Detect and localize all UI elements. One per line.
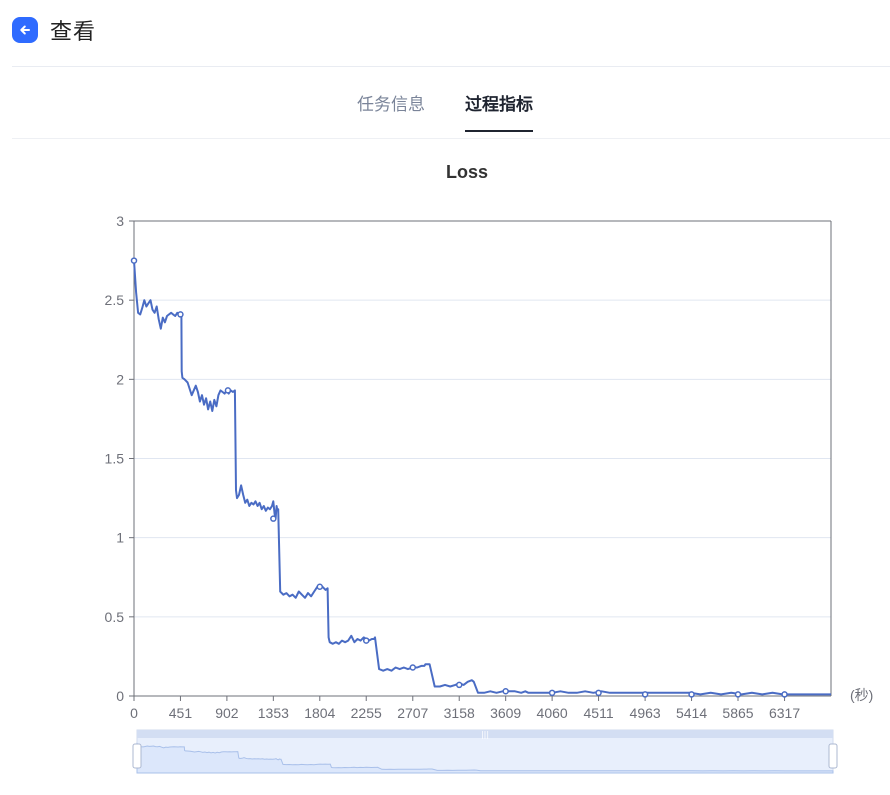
x-tick-label: 2707 xyxy=(397,705,428,721)
y-tick-label: 3 xyxy=(116,213,124,229)
x-tick-label: 3158 xyxy=(444,705,475,721)
y-tick-label: 0 xyxy=(116,688,124,704)
data-point xyxy=(316,583,324,590)
data-zoom-slider[interactable]: ||| xyxy=(132,729,838,774)
data-point xyxy=(781,691,788,698)
data-point xyxy=(362,637,370,644)
zoom-preview-area xyxy=(136,742,834,774)
data-point xyxy=(130,257,138,264)
data-point xyxy=(595,689,602,697)
x-tick-label: 1353 xyxy=(258,705,289,721)
x-tick-label: 1804 xyxy=(304,705,335,721)
x-tick-label: 2255 xyxy=(351,705,382,721)
data-point xyxy=(548,689,556,697)
tab-task-info[interactable]: 任务信息 xyxy=(357,95,425,114)
data-point xyxy=(641,691,649,698)
y-tick-label: 2 xyxy=(116,371,124,387)
chart-series xyxy=(130,257,831,698)
x-tick-label: 451 xyxy=(169,705,193,721)
data-point xyxy=(224,387,232,394)
data-point xyxy=(455,681,463,689)
x-tick-label: 6317 xyxy=(769,705,800,721)
data-point xyxy=(270,515,277,522)
loss-line xyxy=(133,260,831,696)
x-tick-label: 902 xyxy=(215,705,239,721)
x-tick-label: 5865 xyxy=(722,705,753,721)
x-tick-label: 3609 xyxy=(490,705,521,721)
y-tick-label: 0.5 xyxy=(105,609,125,625)
zoom-move-bar xyxy=(137,730,833,738)
data-point xyxy=(502,688,509,695)
header-divider xyxy=(12,66,890,67)
x-tick-label: 5414 xyxy=(676,705,707,721)
page-header: 查看 xyxy=(12,12,96,48)
y-tick-label: 2.5 xyxy=(105,292,125,308)
chart-axes: 0 0.5 1 1.5 2 2.5 3 0 451 902 1353 1804 2255 2707 3158… xyxy=(105,213,832,721)
back-arrow-icon[interactable] xyxy=(12,17,38,43)
tab-divider xyxy=(12,138,890,139)
data-point xyxy=(409,664,417,671)
x-tick-label: 4511 xyxy=(584,705,614,721)
x-axis-unit-label: (秒) xyxy=(850,687,873,703)
zoom-handle-right[interactable] xyxy=(828,743,838,769)
data-point xyxy=(734,691,742,698)
y-tick-label: 1 xyxy=(116,530,124,546)
zoom-grip-icon: ||| xyxy=(481,730,489,739)
x-tick-label: 4060 xyxy=(537,705,568,721)
x-tick-label: 0 xyxy=(130,705,138,721)
tab-bar: 任务信息 过程指标 xyxy=(0,90,890,132)
page-title: 查看 xyxy=(50,19,97,44)
y-tick-label: 1.5 xyxy=(105,451,125,467)
x-tick-label: 4963 xyxy=(630,705,661,721)
chart-grid xyxy=(134,220,831,697)
tab-process-metrics[interactable]: 过程指标 xyxy=(465,90,533,132)
data-point xyxy=(688,691,695,698)
zoom-handle-left[interactable] xyxy=(132,743,142,769)
data-point xyxy=(177,311,184,318)
chart-title: Loss xyxy=(446,162,488,182)
